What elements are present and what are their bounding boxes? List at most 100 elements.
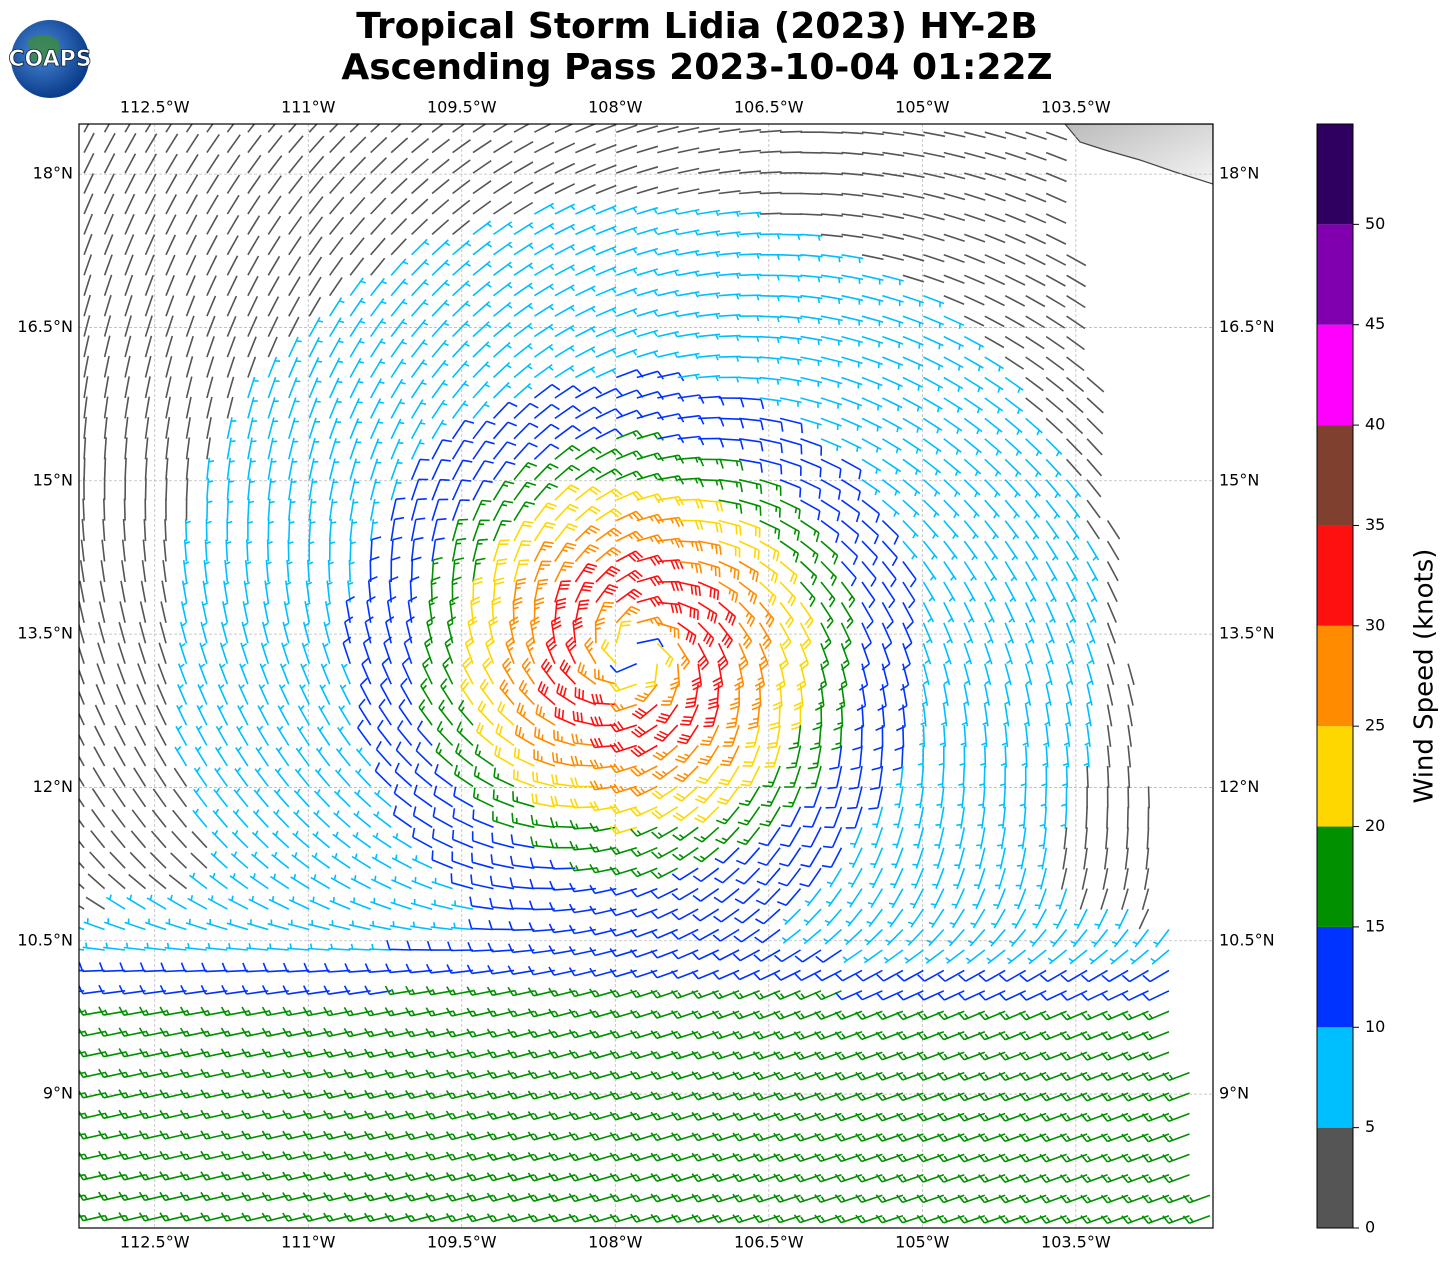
wind-barb <box>943 684 948 706</box>
wind-barb <box>803 807 821 827</box>
wind-barb <box>187 356 193 377</box>
wind-barb <box>166 437 169 459</box>
wind-barb <box>919 725 924 747</box>
wind-barb <box>157 705 167 725</box>
wind-barb <box>923 562 936 581</box>
wind-barb <box>371 178 386 194</box>
wind-barb <box>81 560 84 582</box>
wind-barb <box>1012 909 1026 928</box>
wind-barb <box>1005 480 1020 498</box>
wind-barb <box>1108 541 1119 560</box>
wind-barb <box>82 540 85 562</box>
wind-barb <box>801 337 823 345</box>
wind-barb <box>882 378 902 391</box>
wind-barb <box>254 789 268 807</box>
wind-barb <box>432 200 449 214</box>
wind-barb <box>946 950 965 963</box>
wind-barb <box>268 337 277 357</box>
wind-barb <box>985 296 1005 306</box>
wind-barb <box>923 378 942 392</box>
wind-barb <box>739 623 751 649</box>
wind-barb <box>227 175 239 193</box>
wind-barb <box>350 318 365 337</box>
wind-barb <box>678 210 700 215</box>
wind-barb <box>432 340 448 357</box>
wind-barb <box>985 459 1001 476</box>
wind-barb <box>472 853 494 868</box>
wind-barb <box>84 295 90 316</box>
wind-barb <box>780 398 802 407</box>
wind-barb <box>1051 930 1067 947</box>
wind-barb <box>890 868 903 888</box>
wind-barb <box>970 909 984 928</box>
wind-barb <box>289 357 301 377</box>
wind-barb <box>330 278 342 296</box>
wind-barb <box>196 726 207 745</box>
wind-barb <box>227 397 232 418</box>
wind-barb <box>371 419 383 439</box>
wind-barb <box>862 521 878 544</box>
wind-barb <box>1115 909 1128 929</box>
wind-barb <box>1026 562 1037 581</box>
wind-barb <box>187 377 192 398</box>
wind-barb <box>923 132 945 136</box>
wind-barb <box>513 791 535 807</box>
wind-barb <box>1004 684 1009 706</box>
wind-barb <box>923 214 944 220</box>
wind-barb <box>882 296 903 306</box>
wind-barb <box>555 426 580 439</box>
wind-barb <box>146 356 151 377</box>
wind-barb <box>882 337 903 348</box>
wind-barb <box>248 236 259 255</box>
wind-barb <box>431 900 452 909</box>
wind-barb <box>432 480 450 501</box>
wind-barb <box>923 316 943 328</box>
wind-barb <box>289 377 301 398</box>
wind-barb <box>272 852 289 868</box>
wind-barb <box>166 336 172 357</box>
wind-barb <box>103 943 125 950</box>
wind-barb <box>944 643 951 664</box>
wind-barb <box>903 234 924 240</box>
wind-barb <box>77 664 85 685</box>
wind-barb <box>100 581 104 603</box>
wind-barb <box>1087 664 1093 685</box>
wind-barb <box>1062 766 1067 788</box>
y-tick-label: 13.5°N <box>1219 624 1275 643</box>
wind-barb <box>268 920 289 930</box>
wind-barb <box>432 180 449 194</box>
wind-barb <box>227 919 248 929</box>
wind-barb <box>801 582 816 607</box>
wind-barb <box>1046 398 1063 412</box>
x-tick-label: 109.5°W <box>427 1233 497 1252</box>
wind-barb <box>412 118 429 132</box>
wind-barb <box>289 156 303 173</box>
x-tick-label: 108°W <box>588 98 643 117</box>
wind-barb <box>964 500 979 518</box>
wind-barb <box>372 854 391 868</box>
wind-barb <box>431 922 453 929</box>
wind-barb <box>760 357 782 364</box>
wind-barb <box>494 161 513 173</box>
wind-barb <box>125 255 133 275</box>
wind-barb <box>473 421 495 439</box>
wind-barb <box>678 189 700 194</box>
wind-barb <box>330 257 343 275</box>
wind-barb <box>1026 664 1032 685</box>
map-area <box>58 113 1213 1228</box>
wind-barb <box>396 742 411 766</box>
wind-barb <box>805 889 821 906</box>
wind-barb <box>862 296 883 306</box>
wind-barb <box>1005 378 1023 393</box>
wind-barb <box>944 480 960 497</box>
wind-barb <box>698 314 720 319</box>
wind-barb <box>821 562 836 586</box>
wind-barb <box>199 664 207 685</box>
wind-barb <box>494 343 512 358</box>
wind-barb <box>224 581 229 603</box>
wind-barb <box>821 602 833 628</box>
wind-barb <box>349 944 371 950</box>
wind-barb <box>140 622 146 643</box>
wind-barb <box>1046 480 1060 498</box>
wind-barb <box>84 397 87 419</box>
